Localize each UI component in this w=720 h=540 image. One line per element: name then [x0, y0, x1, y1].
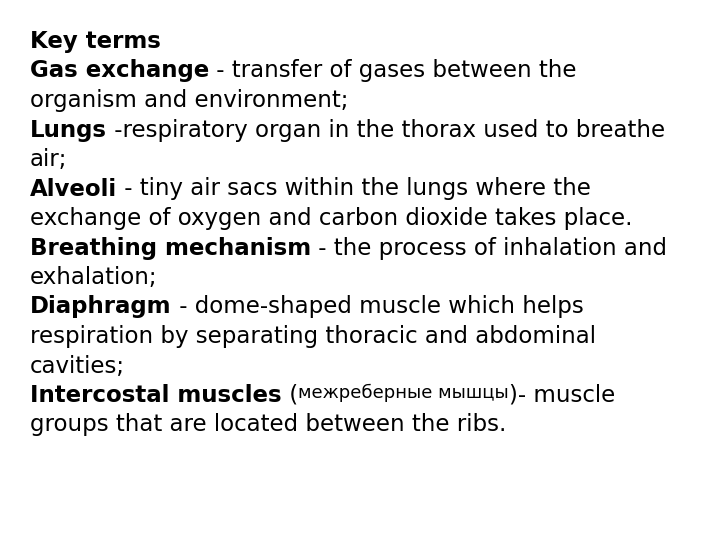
- Text: )- muscle: )- muscle: [508, 384, 615, 407]
- Text: (: (: [282, 384, 298, 407]
- Text: Intercostal muscles: Intercostal muscles: [30, 384, 282, 407]
- Text: organism and environment;: organism and environment;: [30, 89, 348, 112]
- Text: exhalation;: exhalation;: [30, 266, 158, 289]
- Text: cavities;: cavities;: [30, 354, 125, 377]
- Text: exchange of oxygen and carbon dioxide takes place.: exchange of oxygen and carbon dioxide ta…: [30, 207, 632, 230]
- Text: - tiny air sacs within the lungs where the: - tiny air sacs within the lungs where t…: [117, 178, 591, 200]
- Text: - dome-shaped muscle which helps: - dome-shaped muscle which helps: [171, 295, 583, 319]
- Text: - transfer of gases between the: - transfer of gases between the: [210, 59, 577, 83]
- Text: groups that are located between the ribs.: groups that are located between the ribs…: [30, 414, 506, 436]
- Text: Diaphragm: Diaphragm: [30, 295, 171, 319]
- Text: respiration by separating thoracic and abdominal: respiration by separating thoracic and a…: [30, 325, 596, 348]
- Text: Lungs: Lungs: [30, 118, 107, 141]
- Text: Key terms: Key terms: [30, 30, 161, 53]
- Text: Breathing mechanism: Breathing mechanism: [30, 237, 311, 260]
- Text: - the process of inhalation and: - the process of inhalation and: [311, 237, 667, 260]
- Text: Alveoli: Alveoli: [30, 178, 117, 200]
- Text: air;: air;: [30, 148, 68, 171]
- Text: Gas exchange: Gas exchange: [30, 59, 210, 83]
- Text: -respiratory organ in the thorax used to breathe: -respiratory organ in the thorax used to…: [107, 118, 665, 141]
- Text: межреберные мышцы: межреберные мышцы: [298, 384, 508, 402]
